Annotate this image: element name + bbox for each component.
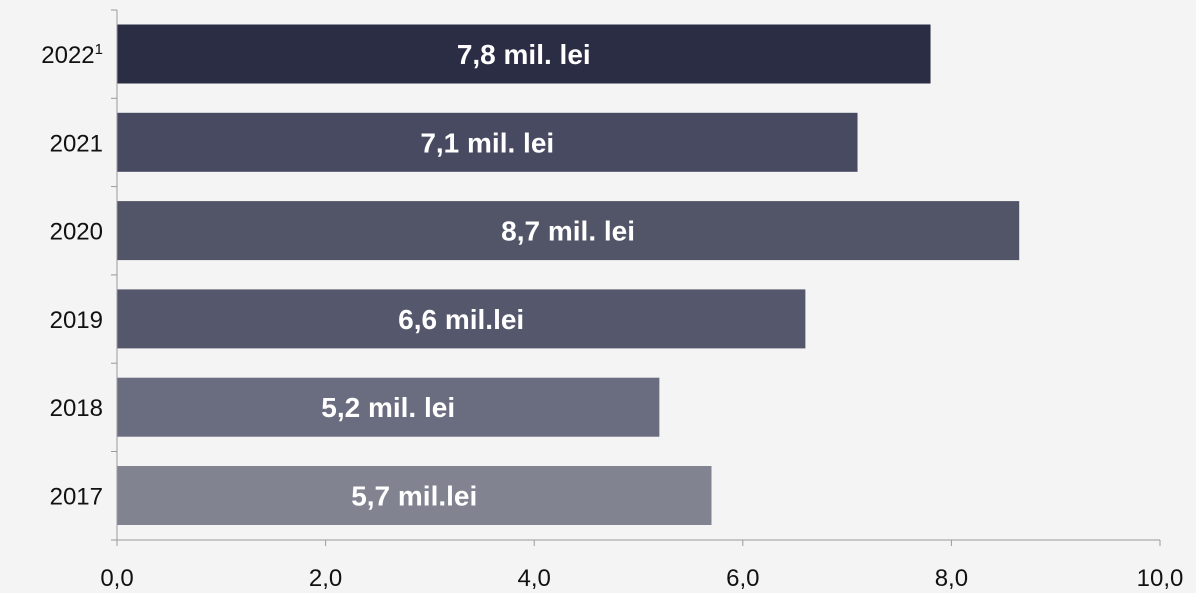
bar-data-label: 8,7 mil. lei: [501, 216, 635, 247]
bars-layer: [117, 24, 1020, 525]
bar-2021: [117, 112, 858, 172]
category-label: 2018: [50, 395, 103, 422]
x-tick-label: 8,0: [935, 565, 968, 592]
x-tick-label: 4,0: [518, 565, 551, 592]
category-superscript: 1: [95, 41, 103, 58]
category-label: 2017: [50, 484, 103, 511]
bar-data-label: 5,2 mil. lei: [321, 392, 455, 423]
category-label: 2020: [50, 219, 103, 246]
bar-2017: [117, 466, 712, 525]
bar-2022: [117, 24, 931, 84]
x-tick-label: 0,0: [100, 565, 133, 592]
labels-layer: 7,8 mil. lei 20221 7,1 mil. lei 2021 8,7 mil…: [41, 9, 1184, 592]
bar-data-label: 6,6 mil.lei: [398, 304, 524, 335]
category-label: 20221: [41, 41, 103, 69]
bar-2018: [117, 377, 660, 437]
bar-2019: [117, 289, 806, 349]
category-label: 2021: [50, 130, 103, 157]
x-tick-label: 2,0: [309, 565, 342, 592]
x-tick-label: 10,0: [1137, 565, 1184, 592]
x-tick-label: 6,0: [726, 565, 759, 592]
bar-2020: [117, 201, 1020, 261]
category-label: 2019: [50, 307, 103, 334]
bar-data-label: 5,7 mil.lei: [351, 481, 477, 512]
bar-data-label: 7,1 mil. lei: [420, 127, 554, 158]
axes-layer: [116, 10, 1160, 541]
bar-data-label: 7,8 mil. lei: [457, 39, 591, 70]
